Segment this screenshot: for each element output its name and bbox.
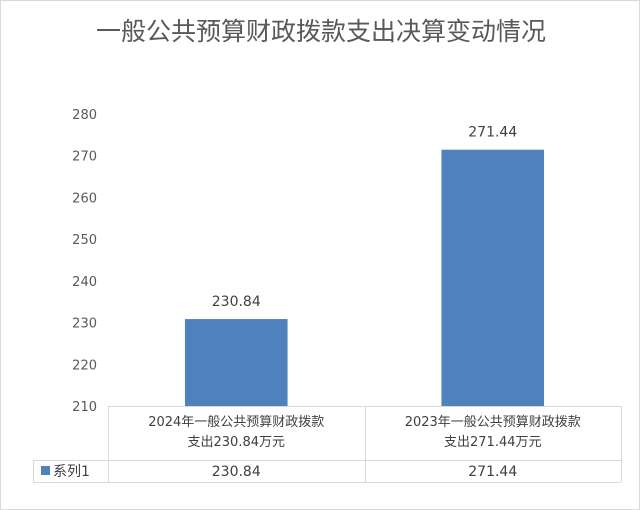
table-value: 230.84 xyxy=(212,464,261,480)
y-tick-label: 250 xyxy=(72,233,97,248)
data-labels: 230.84 271.44 xyxy=(212,125,518,310)
category-label: 支出271.44万元 xyxy=(444,435,542,450)
category-label: 支出230.84万元 xyxy=(188,435,286,450)
bar xyxy=(441,149,545,406)
category-label: 2024年一般公共预算财政拨款 xyxy=(148,414,324,430)
y-tick-label: 210 xyxy=(72,400,97,415)
bars xyxy=(184,149,545,406)
y-tick-label: 230 xyxy=(72,317,97,332)
y-tick-label: 270 xyxy=(72,150,97,165)
bar xyxy=(184,319,288,406)
y-tick-label: 260 xyxy=(72,191,97,206)
y-tick-label: 220 xyxy=(72,358,97,373)
table-value: 271.44 xyxy=(468,464,517,480)
category-label: 2023年一般公共预算财政拨款 xyxy=(405,414,581,430)
legend-series-name: 系列1 xyxy=(53,464,90,480)
chart-title: 一般公共预算财政拨款支出决算变动情况 xyxy=(95,17,546,46)
legend-swatch xyxy=(41,466,50,475)
y-tick-label: 240 xyxy=(72,275,97,290)
data-label: 230.84 xyxy=(212,294,261,310)
y-axis: 210 220 230 240 250 260 270 280 xyxy=(72,108,97,415)
y-tick-label: 280 xyxy=(72,108,97,123)
data-label: 271.44 xyxy=(468,125,517,141)
